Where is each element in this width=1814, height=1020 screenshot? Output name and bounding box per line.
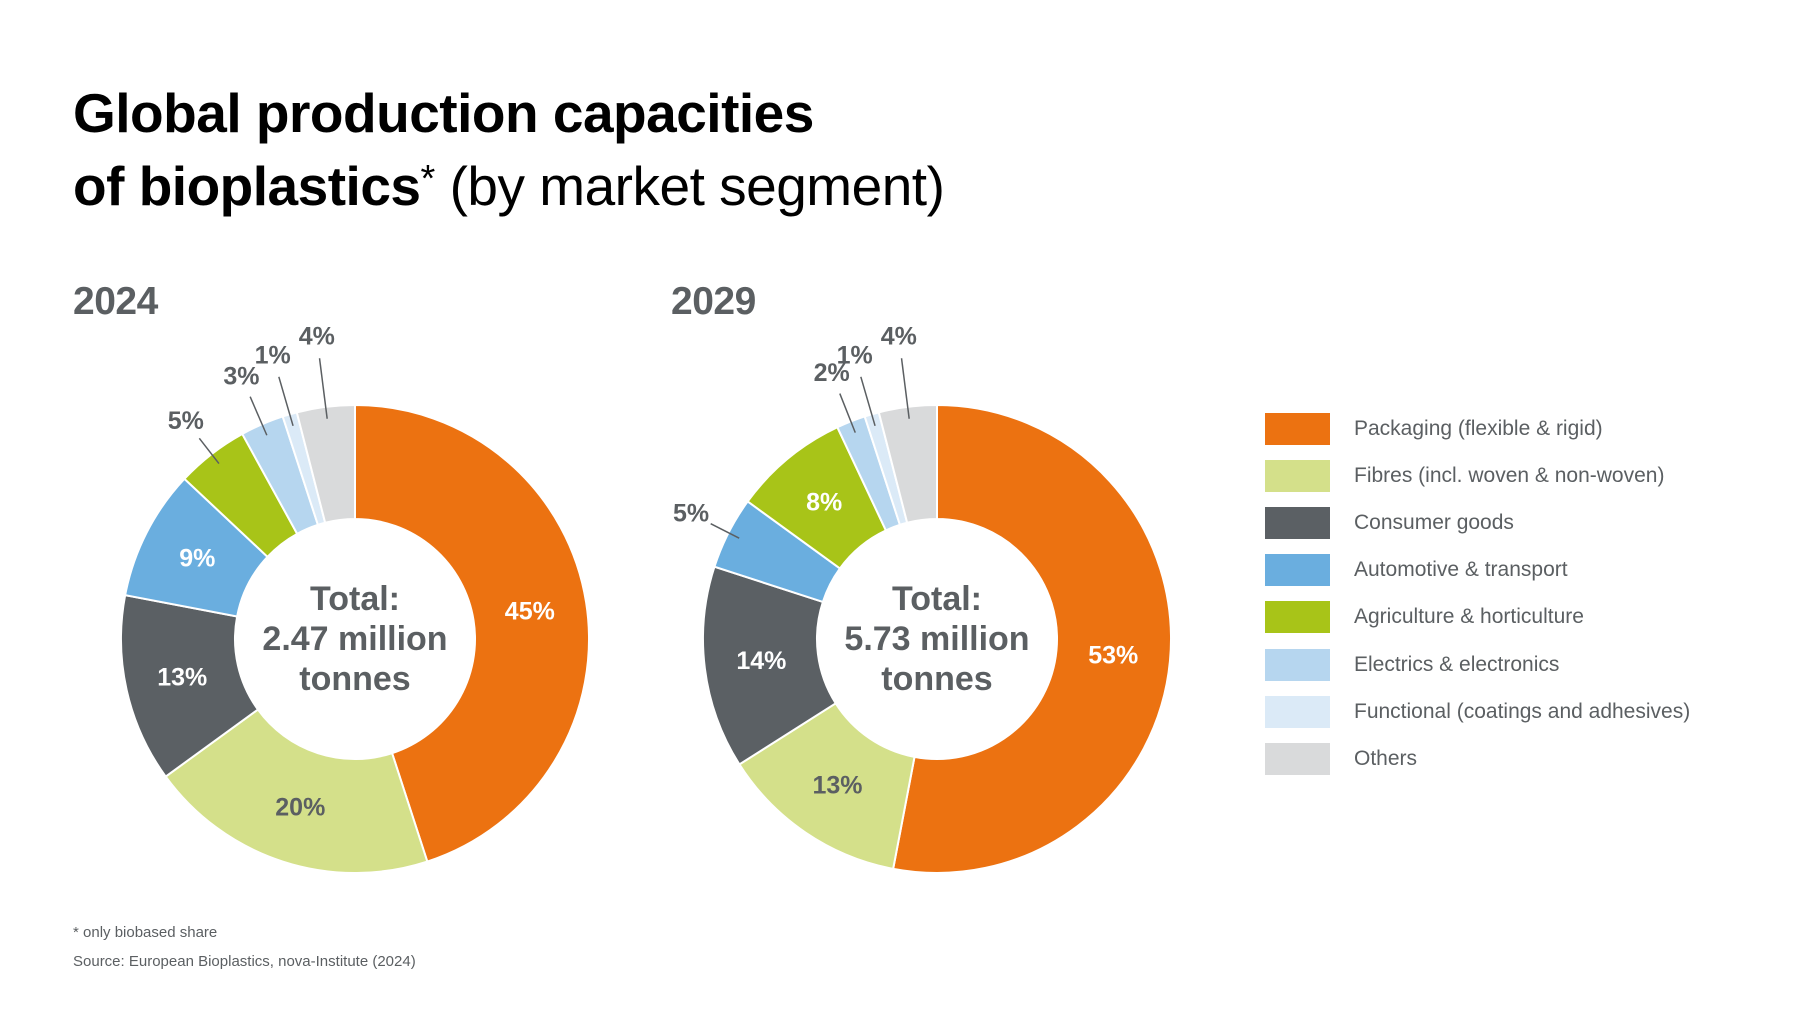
leader-line-2029-6 (860, 376, 876, 427)
title-asterisk: * (420, 158, 436, 200)
leader-line-2024-6 (278, 376, 294, 427)
leader-line-2029-7 (900, 358, 910, 419)
legend-label: Packaging (flexible & rigid) (1354, 416, 1603, 440)
data-label-2024-1: 20% (275, 793, 325, 821)
donut-chart-2029: 53% 13% 14% 5% 8% 2%1% 4% Total:5.73 millionton… (673, 322, 1172, 874)
legend-label: Functional (coatings and adhesives) (1354, 699, 1691, 723)
slice-2024-1 (164, 708, 429, 874)
slice-2029-7 (877, 403, 938, 524)
slice-2029-2 (702, 565, 838, 766)
legend-label: Automotive & transport (1354, 558, 1568, 582)
data-label-2029-0: 53% (1088, 642, 1138, 670)
donut-chart-2024: 45% 20% 13% 9% 5% 3%1% 4% Total:2.47 millionton… (120, 322, 590, 874)
year-label-2024: 2024 (73, 280, 158, 323)
footnote: * only biobased share (73, 924, 218, 941)
legend-item-consumer-goods: Consumer goods (1265, 499, 1785, 546)
data-label-2024-5: 3% (223, 363, 259, 391)
legend-swatch (1265, 506, 1330, 539)
legend-swatch (1265, 648, 1330, 681)
legend-label: Fibres (incl. woven & non-woven) (1354, 463, 1665, 487)
legend-label: Electrics & electronics (1354, 652, 1560, 676)
legend: Packaging (flexible & rigid) Fibres (inc… (1265, 405, 1785, 783)
data-label-2024-2: 13% (157, 664, 207, 692)
data-label-2024-7: 4% (299, 322, 335, 350)
title-line-1: Global production capacities (73, 82, 814, 144)
legend-item-automotive: Automotive & transport (1265, 547, 1785, 594)
leader-line-2029-3 (710, 523, 740, 539)
legend-swatch (1265, 601, 1330, 634)
center-text-2029-2: tonnes (881, 660, 992, 698)
legend-item-fibres: Fibres (incl. woven & non-woven) (1265, 452, 1785, 499)
legend-swatch (1265, 554, 1330, 587)
legend-swatch (1265, 412, 1330, 445)
legend-swatch (1265, 459, 1330, 492)
legend-swatch (1265, 742, 1330, 775)
slice-2024-7 (295, 403, 356, 524)
data-label-2024-3: 9% (179, 545, 215, 573)
center-text-2029-1: 5.73 million (844, 620, 1029, 658)
center-text-2024-1: 2.47 million (262, 620, 447, 658)
leader-line-2029-5 (839, 393, 856, 433)
data-label-2029-5: 2% (814, 359, 850, 387)
data-label-2029-1: 13% (812, 771, 862, 799)
slice-2029-0 (891, 403, 1172, 874)
chart-title: Global production capacities of bioplast… (73, 80, 945, 219)
legend-label: Consumer goods (1354, 510, 1514, 534)
leader-line-2024-5 (249, 396, 268, 436)
data-label-2024-0: 45% (505, 597, 555, 625)
legend-item-agriculture: Agriculture & horticulture (1265, 594, 1785, 641)
data-label-2024-6: 1% (255, 342, 291, 370)
title-subtitle: (by market segment) (434, 155, 945, 217)
center-text-2024-0: Total: (310, 580, 400, 618)
legend-item-functional: Functional (coatings and adhesives) (1265, 688, 1785, 735)
leader-line-2024-7 (318, 358, 328, 419)
source-note: Source: European Bioplastics, nova-Insti… (73, 953, 416, 970)
legend-label: Others (1354, 746, 1418, 770)
legend-swatch (1265, 695, 1330, 728)
legend-label: Agriculture & horticulture (1354, 605, 1584, 629)
title-bold-part: of bioplastics (73, 155, 421, 217)
legend-item-others: Others (1265, 735, 1785, 782)
slice-2024-0 (354, 403, 590, 863)
leader-line-2024-4 (198, 437, 220, 465)
title-line-2: of bioplastics* (by market segment) (73, 146, 945, 219)
data-label-2029-2: 14% (736, 647, 786, 675)
year-label-2029: 2029 (671, 280, 756, 323)
data-label-2029-4: 8% (806, 489, 842, 517)
center-text-2029-0: Total: (892, 580, 982, 618)
data-label-2029-7: 4% (881, 322, 917, 350)
data-label-2029-3: 5% (673, 500, 709, 528)
legend-item-electrics: Electrics & electronics (1265, 641, 1785, 688)
data-label-2029-6: 1% (837, 342, 873, 370)
center-text-2024-2: tonnes (299, 660, 410, 698)
data-label-2024-4: 5% (168, 407, 204, 435)
legend-item-packaging: Packaging (flexible & rigid) (1265, 405, 1785, 452)
